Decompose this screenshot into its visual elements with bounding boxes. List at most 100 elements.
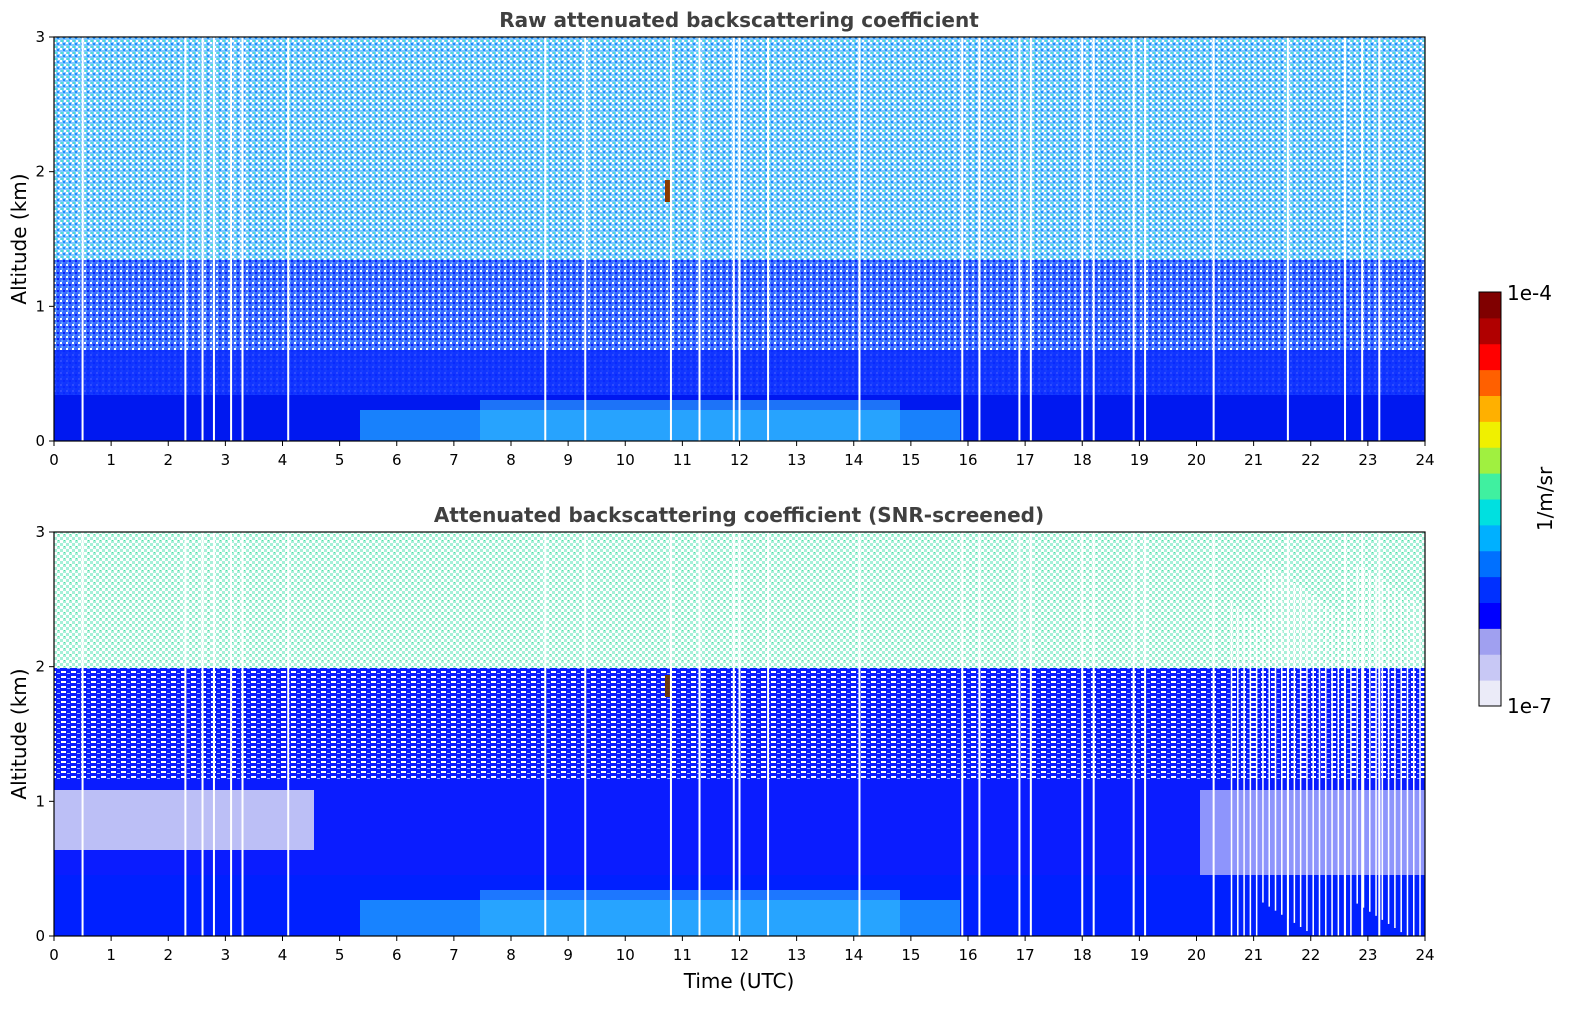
top-x-axis: 0 1 2 3 4 5 6 7 8 9 10 11 12 13 14 15 16 17 18 19 20 21 22 23 24	[49, 441, 1435, 469]
screened-stripe	[1230, 602, 1233, 943]
screened-stripe	[1274, 570, 1277, 911]
top-x-tick-label: 16	[958, 451, 977, 469]
top-x-tick-label: 10	[616, 451, 635, 469]
data-gap	[201, 532, 204, 936]
bottom-x-tick-label: 12	[730, 946, 749, 964]
colorbar-band	[1479, 343, 1501, 371]
colorbar-max-label: 1e-4	[1507, 281, 1552, 305]
data-gap	[212, 532, 215, 936]
top-x-tick-label: 5	[335, 451, 345, 469]
top-x-tick-label: 9	[563, 451, 573, 469]
data-gap	[230, 37, 233, 441]
bottom-x-tick-label: 9	[563, 946, 573, 964]
data-gap	[961, 37, 964, 441]
top-y-tick-label: 3	[35, 28, 45, 46]
data-gap	[1018, 532, 1021, 936]
data-gap	[732, 37, 735, 441]
data-gap	[669, 532, 672, 936]
bottom-x-tick-label: 21	[1244, 946, 1263, 964]
top-x-tick-label: 17	[1016, 451, 1035, 469]
colorbar-frame	[1478, 291, 1502, 707]
data-gap	[287, 532, 290, 936]
screened-stripe	[1362, 567, 1365, 908]
data-gap	[1092, 37, 1095, 441]
bottom-y-axis-label: Altitude (km)	[7, 668, 31, 799]
data-gap	[1378, 532, 1381, 936]
top-x-tick-label: 21	[1244, 451, 1263, 469]
x-axis-label: Time (UTC)	[683, 969, 795, 993]
top-y-axis: 0 1 2 3	[35, 28, 54, 450]
bottom-x-tick-label: 20	[1187, 946, 1206, 964]
bottom-panel-title: Attenuated backscattering coefficient (S…	[434, 503, 1044, 527]
data-gap	[287, 37, 290, 441]
top-x-tick-label: 2	[163, 451, 173, 469]
data-gap	[230, 532, 233, 936]
colorbar-min-label: 1e-7	[1507, 694, 1552, 718]
bottom-heatmap	[54, 532, 1425, 960]
bottom-y-tick-label: 1	[35, 792, 45, 810]
screened-stripe	[1350, 619, 1352, 960]
colorbar-unit-label: 1/m/sr	[1533, 466, 1557, 531]
bottom-x-axis: 0 1 2 3 4 5 6 7 8 9 10 11 12 13 14 15 16 17 18 19 20 21 22 23 24	[49, 936, 1435, 964]
data-gap	[1132, 37, 1135, 441]
bottom-x-tick-label: 18	[1073, 946, 1092, 964]
bottom-x-tick-label: 13	[787, 946, 806, 964]
screened-stripe	[1243, 610, 1245, 951]
bottom-x-tick-label: 0	[49, 946, 59, 964]
bottom-x-tick-label: 14	[844, 946, 863, 964]
data-gap	[184, 37, 187, 441]
screened-stripe	[1369, 571, 1371, 912]
colorbar-band	[1479, 473, 1501, 500]
screened-stripe	[1293, 582, 1296, 923]
colorbar-band	[1479, 499, 1501, 526]
top-x-tick-label: 12	[730, 451, 749, 469]
screened-stripe	[1312, 595, 1314, 936]
data-gap	[669, 37, 672, 441]
colorbar-band	[1479, 395, 1501, 422]
top-y-axis-label: Altitude (km)	[7, 173, 31, 304]
screened-stripe	[1249, 614, 1252, 955]
screened-stripe	[1413, 600, 1415, 941]
bottom-x-tick-label: 1	[106, 946, 116, 964]
bottom-y-tick-label: 0	[35, 927, 45, 945]
bottom-y-tick-label: 2	[35, 658, 45, 676]
data-gap	[978, 532, 981, 936]
screened-stripe	[1318, 599, 1321, 940]
colorbar-band	[1479, 576, 1501, 603]
colorbar-band	[1479, 602, 1501, 629]
top-x-tick-label: 22	[1301, 451, 1320, 469]
screened-stripe	[1299, 586, 1302, 927]
screened-stripe	[1237, 606, 1239, 947]
data-gap	[1144, 532, 1147, 936]
colorbar-band	[1479, 680, 1501, 707]
top-y-tick-label: 1	[35, 297, 45, 315]
bottom-panel: Attenuated backscattering coefficient (S…	[7, 503, 1435, 993]
screened-stripe	[1325, 603, 1327, 944]
colorbar: 1e-4 1e-7 1/m/sr	[1478, 281, 1557, 718]
top-x-tick-label: 20	[1187, 451, 1206, 469]
screened-stripe	[1343, 615, 1346, 956]
data-gap	[1132, 532, 1135, 936]
data-gap	[201, 37, 204, 441]
data-gap	[1081, 37, 1084, 441]
data-gap	[212, 37, 215, 441]
data-gap	[1081, 532, 1084, 936]
bottom-x-tick-label: 7	[449, 946, 459, 964]
top-x-tick-label: 3	[221, 451, 231, 469]
screened-stripe	[1262, 562, 1264, 903]
top-x-tick-label: 18	[1073, 451, 1092, 469]
data-gap	[1018, 37, 1021, 441]
screened-stripe	[1387, 583, 1390, 924]
screened-stripe	[1287, 578, 1289, 919]
data-gap	[698, 532, 701, 936]
bottom-x-tick-label: 11	[673, 946, 692, 964]
top-x-tick-label: 14	[844, 451, 863, 469]
data-gap	[961, 532, 964, 936]
data-gap	[81, 532, 84, 936]
colorbar-band	[1479, 550, 1501, 578]
bottom-x-tick-label: 8	[506, 946, 516, 964]
bottom-x-tick-label: 17	[1016, 946, 1035, 964]
top-x-tick-label: 13	[787, 451, 806, 469]
colorbar-band	[1479, 628, 1501, 655]
data-gap	[1212, 532, 1215, 936]
